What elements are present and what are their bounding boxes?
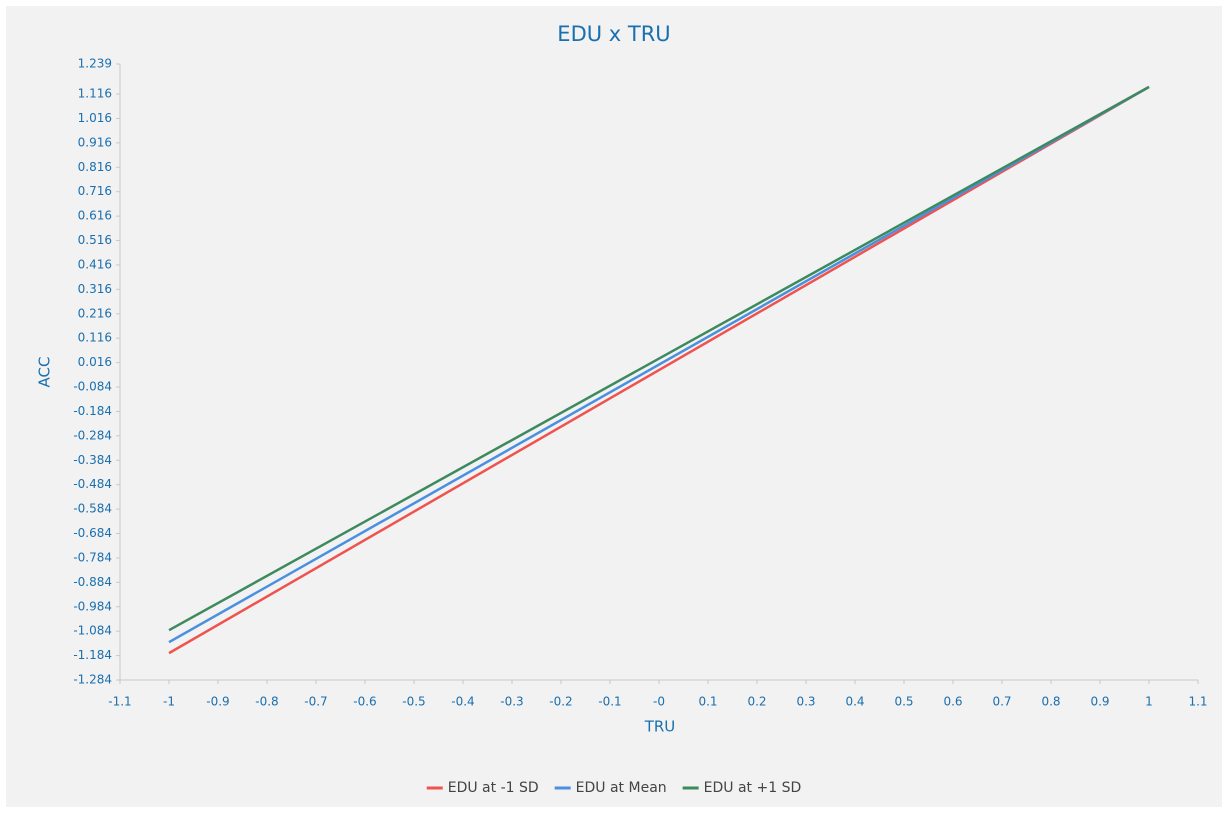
y-tick-label: -0.584 (73, 502, 112, 516)
y-tick-label: -0.284 (73, 428, 112, 442)
x-tick-label: -0.2 (549, 695, 572, 709)
y-tick-label: 0.616 (78, 209, 112, 223)
x-tick-label: 0.5 (894, 695, 913, 709)
legend-text: EDU at +1 SD (704, 780, 802, 796)
y-tick-label: 0.416 (78, 257, 112, 271)
y-tick-label: 0.716 (78, 184, 112, 198)
y-tick-label: 0.916 (78, 135, 112, 149)
y-tick-label: 0.116 (78, 331, 112, 345)
legend-text: EDU at Mean (576, 780, 667, 796)
x-tick-label: 0.4 (845, 695, 864, 709)
y-tick-label: -0.884 (73, 575, 112, 589)
y-tick-label: 1.239 (78, 57, 112, 71)
y-tick-label: -1.184 (73, 648, 112, 662)
y-tick-label: -0.184 (73, 404, 112, 418)
x-axis-title: TRU (644, 718, 676, 736)
y-tick-label: 0.216 (78, 306, 112, 320)
y-tick-label: -0.484 (73, 477, 112, 491)
x-tick-label: -0.3 (500, 695, 523, 709)
series-line (168, 85, 1150, 644)
x-tick-label: -0.9 (206, 695, 229, 709)
x-tick-label: -1.1 (108, 695, 131, 709)
y-tick-label: 0.516 (78, 233, 112, 247)
x-tick-label: 0.7 (992, 695, 1011, 709)
x-tick-label: 0.2 (747, 695, 766, 709)
chart-background (6, 6, 1222, 807)
y-tick-label: 1.116 (78, 87, 112, 101)
x-tick-label: -0.1 (598, 695, 621, 709)
x-tick-label: -1 (163, 695, 175, 709)
y-tick-label: -0.984 (73, 599, 112, 613)
x-tick-label: 0.9 (1090, 695, 1109, 709)
y-tick-label: -0.684 (73, 526, 112, 540)
y-tick-label: -0.084 (73, 380, 112, 394)
y-tick-label: -1.084 (73, 624, 112, 638)
y-tick-label: -1.284 (73, 673, 112, 687)
x-tick-label: -0.4 (451, 695, 474, 709)
x-tick-label: -0.8 (255, 695, 278, 709)
y-tick-label: -0.384 (73, 453, 112, 467)
x-tick-label: 1.1 (1188, 695, 1207, 709)
y-tick-label: -0.784 (73, 550, 112, 564)
x-tick-label: -0.6 (353, 695, 376, 709)
x-tick-label: -0 (653, 695, 665, 709)
y-tick-label: 1.016 (78, 111, 112, 125)
x-tick-label: 0.1 (698, 695, 717, 709)
y-tick-label: 0.316 (78, 282, 112, 296)
x-tick-label: 0.6 (943, 695, 962, 709)
series-line (168, 85, 1150, 632)
x-tick-label: -0.7 (304, 695, 327, 709)
y-tick-label: 0.016 (78, 355, 112, 369)
y-tick-label: 0.816 (78, 160, 112, 174)
x-tick-label: 0.3 (796, 695, 815, 709)
series-line (168, 85, 1150, 655)
x-tick-label: 0.8 (1041, 695, 1060, 709)
y-axis-title: ACC (36, 357, 54, 388)
legend-text: EDU at -1 SD (448, 780, 539, 796)
x-tick-label: 1 (1145, 695, 1153, 709)
chart-title: EDU x TRU (557, 22, 670, 46)
x-tick-label: -0.5 (402, 695, 425, 709)
